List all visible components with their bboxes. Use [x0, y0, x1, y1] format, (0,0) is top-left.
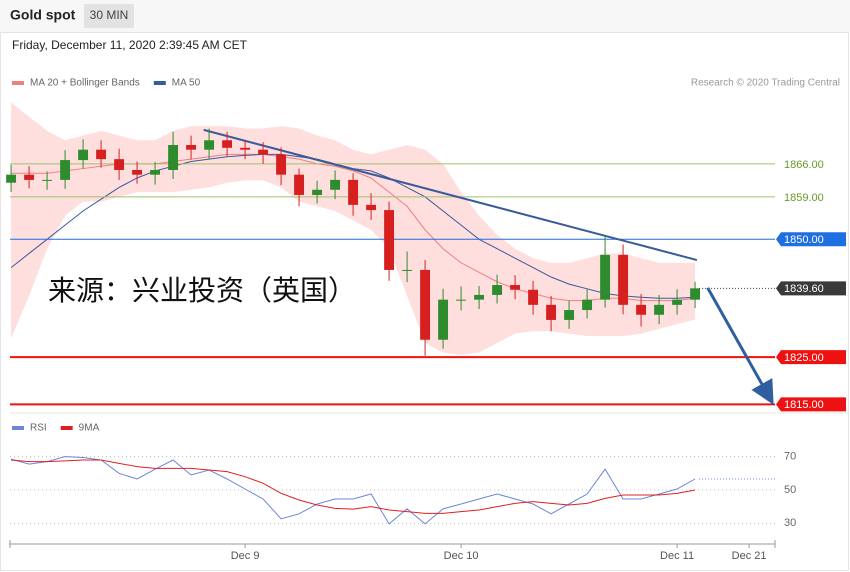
- level-label: 1850.00: [784, 234, 824, 246]
- level-label: 1815.00: [784, 399, 824, 411]
- candle-body: [690, 288, 701, 300]
- candle-body: [186, 144, 197, 150]
- candle-body: [348, 179, 359, 205]
- candle-body: [492, 285, 503, 295]
- level-label-box: [776, 350, 846, 365]
- candle-body: [384, 210, 395, 270]
- candle-body: [294, 174, 305, 195]
- level-label: 1839.60: [784, 283, 824, 295]
- candle-body: [96, 149, 107, 160]
- level-label-box: [776, 232, 846, 247]
- candle-body: [456, 299, 467, 301]
- candle-body: [168, 144, 179, 170]
- timestamp: Friday, December 11, 2020 2:39:45 AM CET: [12, 38, 248, 52]
- candle-body: [636, 304, 647, 315]
- interval-badge: [84, 4, 134, 28]
- candle-body: [528, 289, 539, 305]
- series-line: [10, 456, 696, 525]
- candle-body: [42, 179, 53, 181]
- bollinger-band: [11, 102, 696, 355]
- candle-body: [402, 269, 413, 271]
- candle-body: [600, 254, 611, 300]
- legend-swatch: [60, 426, 73, 430]
- price-panel: MA 20 + Bollinger Bands MA 50 1866.00 1859.…: [6, 78, 846, 412]
- candle-body: [132, 169, 143, 175]
- series-line: [11, 459, 696, 514]
- candle-body: [420, 269, 431, 340]
- legend-label: RSI: [30, 423, 47, 434]
- candle-body: [330, 179, 341, 190]
- x-tick-label: Dec 11: [660, 550, 694, 562]
- x-tick-label: Dec 9: [231, 550, 260, 562]
- rsi-panel: RSI 9MA 30 50 70 Dec 9 Dec 10 Dec 11 Dec 21: [9, 423, 796, 562]
- candle-body: [258, 149, 269, 155]
- level-label-box: [776, 281, 846, 296]
- x-tick-label: Dec 21: [732, 550, 767, 562]
- candle-body: [78, 149, 89, 161]
- legend-label: MA 50: [172, 78, 201, 89]
- legend-label: MA 20 + Bollinger Bands: [30, 78, 140, 89]
- y-tick-label: 30: [784, 517, 796, 529]
- candle-body: [582, 299, 593, 311]
- candle-body: [618, 254, 629, 305]
- candle-body: [276, 154, 287, 175]
- y-tick-label: 50: [784, 484, 796, 496]
- candle-body: [312, 189, 323, 195]
- credit: Research © 2020 Trading Central: [691, 78, 840, 89]
- forecast-arrow: [706, 287, 774, 405]
- candle-body: [114, 159, 125, 170]
- candle-body: [204, 140, 215, 150]
- title: Gold spot: [10, 7, 76, 23]
- legend-label: 9MA: [79, 423, 100, 434]
- candle-body: [24, 174, 35, 180]
- level-label-box: [776, 397, 846, 412]
- candle-body: [150, 169, 161, 175]
- y-tick-label: 70: [784, 451, 796, 463]
- level-label: 1825.00: [784, 352, 824, 364]
- interval: 30 MIN: [90, 8, 129, 22]
- candle-body: [60, 160, 71, 180]
- candle-body: [564, 310, 575, 320]
- legend-swatch: [12, 81, 24, 85]
- candle-body: [6, 174, 17, 183]
- level-label: 1859.00: [784, 192, 824, 204]
- candle-body: [654, 304, 665, 315]
- candle-body: [474, 294, 485, 300]
- trendline: [203, 128, 698, 262]
- candle-body: [366, 204, 377, 211]
- candle-body: [546, 304, 557, 320]
- legend-swatch: [12, 426, 24, 430]
- candle-body: [510, 285, 521, 290]
- watermark: 来源：兴业投资（英国）: [48, 274, 356, 307]
- candle-body: [240, 147, 251, 150]
- candle-body: [222, 140, 233, 148]
- level-label: 1866.00: [784, 159, 824, 171]
- candle-body: [672, 299, 683, 305]
- candle-body: [438, 299, 449, 340]
- legend-swatch: [153, 81, 166, 85]
- x-tick-label: Dec 10: [444, 550, 479, 562]
- header-bar: [0, 0, 850, 32]
